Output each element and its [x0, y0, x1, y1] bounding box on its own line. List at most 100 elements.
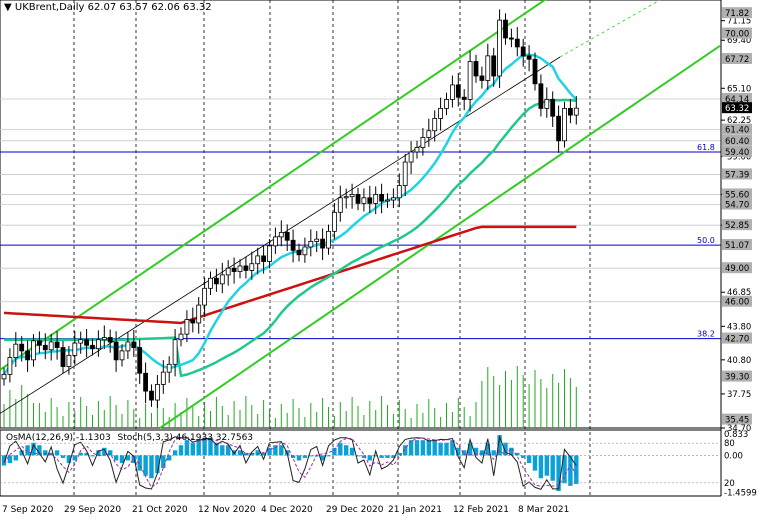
x-axis-label: 21 Oct 2020 — [132, 505, 188, 515]
candle-body — [272, 236, 278, 247]
osma-bar — [220, 445, 225, 456]
osma-bar — [161, 455, 166, 469]
osma-bar — [167, 455, 172, 461]
ma-mid-line — [4, 98, 577, 378]
candle-body — [7, 357, 13, 375]
candle-body — [331, 211, 337, 232]
osma-bar — [450, 440, 455, 456]
price-level-label: 67.72 — [725, 55, 749, 65]
candle-body — [497, 19, 503, 77]
candle-body — [66, 354, 72, 367]
candle-body — [526, 55, 532, 60]
candle-body — [396, 185, 402, 199]
candle-body — [255, 255, 261, 265]
osma-bar — [78, 452, 83, 456]
osma-tick-label: 0.833 — [724, 430, 748, 440]
osma-bar — [237, 450, 243, 456]
osma-bar — [308, 455, 313, 457]
osma-bar — [214, 442, 219, 456]
ma-long-line — [3, 225, 577, 325]
x-axis-label: 29 Sep 2020 — [64, 505, 121, 515]
candle-body — [243, 265, 249, 271]
price-pane-frame — [0, 0, 722, 429]
price-tick-label: 46.85 — [727, 288, 751, 298]
candle-body — [96, 339, 101, 350]
price-level-tag — [722, 239, 752, 251]
price-level-label: 54.70 — [725, 201, 749, 211]
osma-bar — [178, 445, 184, 456]
candle-body — [249, 263, 255, 271]
candle-body — [42, 344, 48, 351]
candle-body — [131, 341, 137, 348]
osma-bar — [432, 440, 437, 456]
osma-bar — [255, 450, 260, 456]
candle-body — [172, 339, 178, 365]
osma-bar — [1, 455, 7, 466]
price-level-tag — [722, 262, 752, 274]
candle-body — [367, 197, 373, 204]
candle-body — [544, 99, 550, 109]
current-price-label: 63.32 — [725, 104, 749, 114]
osma-bar — [414, 440, 420, 456]
price-tick-label: 37.75 — [727, 390, 751, 400]
osma-bar — [532, 455, 538, 471]
candle-body — [314, 238, 320, 242]
osma-bar — [25, 445, 30, 456]
osma-label: OsMA(12,26,9) -1.1303 — [6, 433, 111, 443]
candle-body — [337, 197, 343, 213]
price-tick-label: 62.25 — [727, 116, 751, 126]
osma-bar — [72, 455, 77, 461]
osma-bar — [113, 455, 119, 461]
ma-short-line — [2, 53, 578, 376]
price-level-label: 42.70 — [725, 335, 749, 345]
fib-label: 38.2 — [697, 330, 715, 339]
price-level-label: 57.39 — [725, 170, 749, 180]
candle-body — [290, 239, 296, 251]
osma-bar — [66, 455, 72, 463]
osma-bar — [332, 447, 337, 456]
price-level-tag — [722, 27, 752, 39]
osma-bar — [208, 437, 213, 456]
price-level-tag — [722, 413, 752, 425]
candle-body — [143, 372, 149, 392]
indicator-title: OsMA(12,26,9) -1.1303 Stoch(5,3,3) 46.19… — [6, 433, 257, 443]
osma-bar — [438, 442, 443, 456]
osma-bar — [243, 452, 249, 456]
channel-upper-line — [0, 0, 547, 371]
osma-bar — [574, 455, 579, 485]
candle-body — [343, 196, 349, 199]
candle-body — [503, 19, 508, 39]
candle-body — [154, 384, 160, 401]
osma-bar — [391, 455, 396, 458]
osma-bar — [149, 455, 154, 479]
candle-body — [562, 107, 567, 142]
price-level-label: 51.07 — [725, 241, 749, 251]
osma-bar — [485, 442, 490, 456]
price-level-tag — [722, 219, 752, 231]
stoch-tick-label: 20 — [724, 479, 735, 489]
osma-bar — [190, 442, 195, 456]
price-level-label: 70.00 — [725, 30, 749, 40]
x-axis-label: 4 Dec 2020 — [261, 505, 313, 515]
channel-lower-line — [159, 44, 721, 429]
osma-bar — [143, 455, 148, 476]
candle-body — [379, 194, 385, 202]
osma-bar — [13, 455, 18, 461]
osma-bar — [226, 445, 231, 456]
price-tick-label: 71.15 — [727, 17, 751, 27]
candle-body — [373, 194, 379, 204]
current-price-tag — [722, 102, 752, 114]
osma-bar — [467, 442, 473, 456]
dropdown-arrow-icon[interactable]: ▼ — [4, 2, 12, 13]
osma-bar — [90, 455, 95, 457]
symbol-label: UKBrent,Daily — [14, 2, 85, 13]
candle-body — [573, 107, 579, 116]
osma-bar — [19, 450, 24, 456]
osma-bar — [367, 455, 372, 461]
osma-bar — [172, 450, 178, 456]
osma-bar — [473, 447, 479, 456]
osma-bar — [349, 447, 355, 456]
price-level-label: 49.00 — [725, 264, 749, 274]
